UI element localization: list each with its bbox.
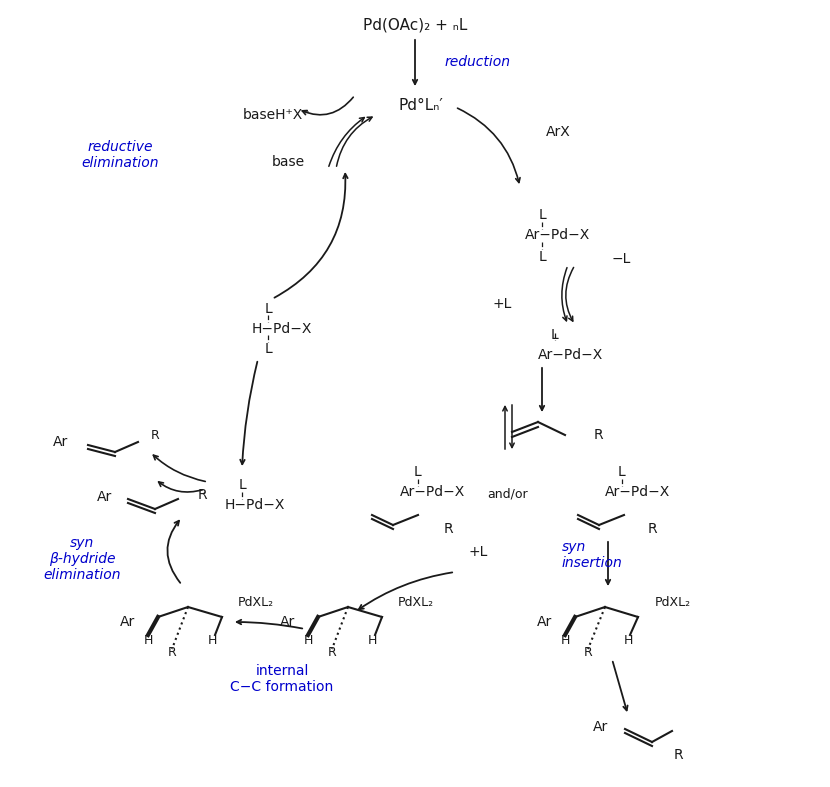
Text: base: base	[271, 155, 305, 169]
Text: Ar: Ar	[53, 435, 68, 449]
Text: R: R	[198, 488, 207, 502]
Text: reductive
elimination: reductive elimination	[81, 140, 159, 170]
Text: syn
β-hydride
elimination: syn β-hydride elimination	[43, 536, 120, 582]
Text: ArX: ArX	[545, 125, 570, 139]
Text: H: H	[560, 634, 569, 646]
Text: R: R	[673, 748, 683, 762]
Text: H: H	[144, 634, 153, 646]
Text: L: L	[264, 302, 272, 316]
Text: H: H	[623, 634, 632, 646]
Text: L: L	[551, 328, 559, 342]
Text: baseH⁺X⁻: baseH⁺X⁻	[243, 108, 310, 122]
Text: R: R	[168, 645, 177, 659]
Text: +L: +L	[468, 545, 488, 559]
Text: L: L	[538, 250, 546, 264]
Text: L: L	[538, 208, 546, 222]
Text: R: R	[443, 522, 453, 536]
Text: Ar: Ar	[537, 615, 552, 629]
Text: Ar: Ar	[120, 615, 135, 629]
Text: PdXL₂: PdXL₂	[238, 596, 274, 608]
Text: reduction: reduction	[445, 55, 511, 69]
Text: R: R	[583, 645, 593, 659]
Text: L: L	[618, 465, 626, 479]
Text: Ar: Ar	[593, 720, 608, 734]
Text: +L: +L	[492, 297, 511, 311]
Text: PdXL₂: PdXL₂	[398, 596, 434, 608]
Text: Pd°Lₙ′: Pd°Lₙ′	[398, 98, 443, 113]
Text: Ar−Pd−X: Ar−Pd−X	[605, 485, 671, 499]
Text: R: R	[328, 645, 336, 659]
Text: and/or: and/or	[488, 487, 529, 501]
Text: H: H	[368, 634, 377, 646]
Text: H: H	[303, 634, 313, 646]
Text: H−Pd−X: H−Pd−X	[225, 498, 286, 512]
Text: Pd(OAc)₂ + ₙL: Pd(OAc)₂ + ₙL	[363, 17, 467, 32]
Text: L: L	[414, 465, 422, 479]
Text: R: R	[593, 428, 603, 442]
Text: H−Pd−X: H−Pd−X	[252, 322, 312, 336]
Text: H: H	[208, 634, 217, 646]
Text: R: R	[150, 428, 159, 442]
Text: R: R	[647, 522, 657, 536]
Text: Ar−Pd−X: Ar−Pd−X	[400, 485, 466, 499]
Text: Ar: Ar	[97, 490, 112, 504]
Text: Ar−Pd−X: Ar−Pd−X	[525, 228, 590, 242]
Text: L: L	[264, 342, 272, 356]
Text: internal
C−C formation: internal C−C formation	[231, 664, 334, 694]
Text: Ar−Pd−X: Ar−Pd−X	[538, 348, 603, 362]
Text: L: L	[238, 478, 246, 492]
Text: syn
insertion: syn insertion	[562, 540, 622, 570]
Text: −L: −L	[612, 252, 632, 266]
Text: Ar: Ar	[280, 615, 295, 629]
Text: PdXL₂: PdXL₂	[655, 596, 691, 608]
